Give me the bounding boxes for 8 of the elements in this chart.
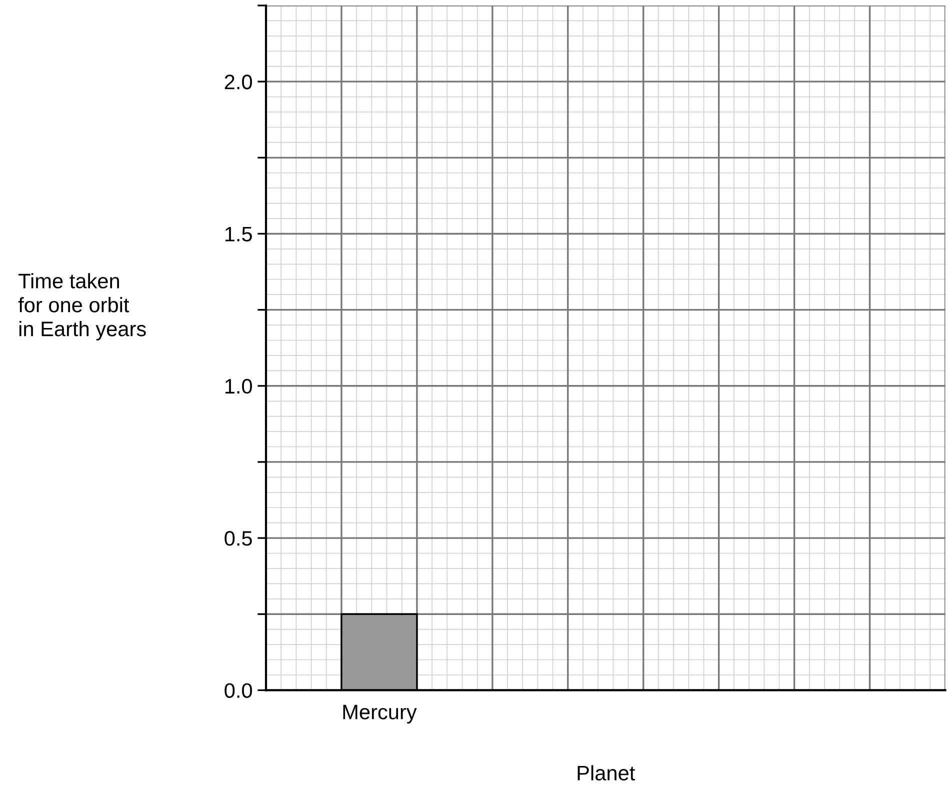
y-axis-title: Time taken for one orbit in Earth years bbox=[18, 273, 146, 340]
x-axis-title: Planet bbox=[578, 765, 636, 780]
x-tick-label: Mercury bbox=[343, 704, 417, 724]
y-tick-label: 2.0 bbox=[224, 74, 252, 90]
y-tick-label: 0.0 bbox=[224, 683, 252, 698]
y-tick-label: 1.0 bbox=[225, 378, 252, 394]
y-tick-label: 1.5 bbox=[225, 226, 252, 242]
y-tick-label: 0.5 bbox=[224, 531, 252, 546]
